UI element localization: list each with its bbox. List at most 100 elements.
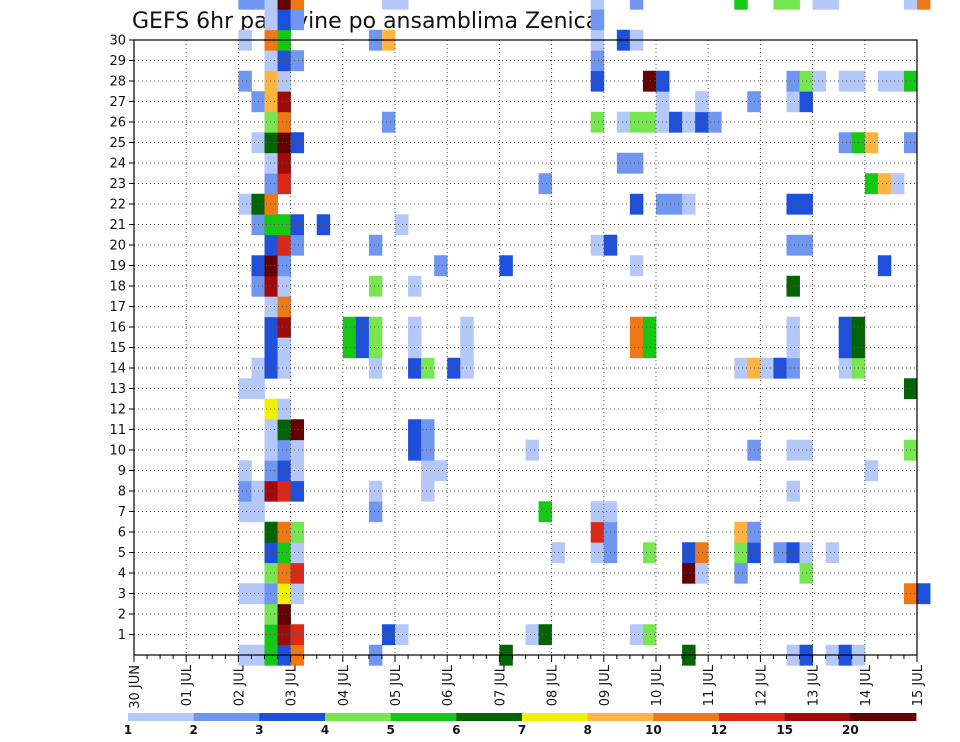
precip-cell-m20-s11 [277,234,291,256]
precip-cell-m14-s49 [773,357,787,379]
precip-cell-m27-s10 [264,91,278,113]
precip-cell-m5-s43 [695,542,709,564]
precip-cell-m9-s23 [434,460,448,482]
precip-cell-m15-s38 [629,337,644,359]
precip-cell-m28-s50 [786,70,800,92]
precip-cell-m2-s11 [277,603,291,625]
precip-cell-m4-s46 [734,562,748,584]
precip-cell-m9-s8 [238,460,252,482]
precip-cell-m15-s10 [264,337,278,359]
precip-cell-m26-s37 [616,111,631,133]
precip-cell-m1-s39 [642,624,657,646]
y-tick-label: 9 [118,464,126,479]
precip-cell-m18-s11 [277,275,291,297]
precip-cell-m14-s46 [734,357,748,379]
precip-cell-m26-s38 [629,111,644,133]
y-tick-label: 4 [118,567,126,582]
x-tick-label: 07 JUL [493,664,508,706]
y-axis: 1234567891011121314151617181920212223242… [109,34,134,643]
x-tick-label: 02 JUL [232,664,247,706]
precip-cell-m21-s12 [290,214,305,236]
y-tick-label: 3 [118,587,126,602]
precip-cell-m3-s12 [290,583,305,605]
precip-cell-m32-s53 [825,0,840,10]
colorbar-swatch-8 [587,713,654,721]
colorbar-swatch-2 [193,713,260,721]
precip-cell-m31-s10 [264,9,278,31]
precip-cell-m6-s35 [590,521,605,543]
precip-cell-m25-s56 [864,132,879,154]
y-tick-label: 24 [109,157,126,172]
precip-cell-m32-s38 [629,0,644,10]
y-tick-label: 18 [109,280,126,295]
precip-cell-m28-s58 [890,70,905,92]
precip-cell-m20-s35 [590,234,605,256]
precip-cell-m20-s12 [290,234,305,256]
precip-cell-m4-s11 [277,562,291,584]
x-tick-label: 12 JUL [754,664,769,706]
precip-cell-m32-s11 [277,0,291,10]
precip-cell-m7-s8 [238,501,252,523]
precip-cell-m27-s43 [695,91,709,113]
precip-cell-m32-s49 [773,0,787,10]
precip-cell-m25-s10 [264,132,278,154]
y-tick-label: 12 [109,403,126,418]
x-tick-label: 06 JUL [441,664,456,706]
x-tick-label: 01 JUL [180,664,195,706]
precip-cell-m4-s42 [682,562,696,584]
precip-cell-m14-s48 [760,357,774,379]
precip-cell-m26-s41 [669,111,683,133]
precip-cell-m1-s30 [525,624,539,646]
precip-cell-m22-s8 [238,193,252,215]
chart-title: GEFS 6hr padavine po ansamblima Zenica [132,9,599,34]
precip-cell-m13-s8 [238,378,252,400]
precip-cell-m23-s11 [277,173,291,195]
heatmap-cells [238,0,931,666]
precip-cell-m28-s10 [264,70,278,92]
precip-cell-m11-s12 [290,419,305,441]
precip-cell-m29-s12 [290,50,305,72]
precip-cell-m23-s10 [264,173,278,195]
x-tick-label: 03 JUL [285,664,300,706]
precip-cell-m5-s53 [825,542,840,564]
precip-cell-m20-s18 [368,234,383,256]
colorbar-swatch-1 [128,713,195,721]
precip-cell-m16-s54 [838,316,853,338]
precip-cell-m23-s31 [538,173,552,195]
precip-cell-m25-s11 [277,132,291,154]
precip-cell-m8-s18 [368,480,383,502]
y-tick-label: 11 [109,423,126,438]
precip-cell-m1-s20 [395,624,409,646]
y-tick-label: 20 [109,239,126,254]
x-tick-label: 05 JUL [389,664,404,706]
precip-cell-m5-s39 [642,542,657,564]
precip-cell-m1-s31 [538,624,552,646]
precip-cell-m6-s10 [264,521,278,543]
precip-cell-m3-s11 [277,583,291,605]
precip-cell-m7-s31 [538,501,552,523]
precip-cell-m22-s50 [786,193,800,215]
precip-cell-m16-s50 [786,316,800,338]
precip-cell-m19-s38 [629,255,644,277]
precip-cell-m32-s9 [251,0,265,10]
precip-cell-m14-s24 [447,357,461,379]
colorbar-swatch-7 [522,713,589,721]
precip-cell-m9-s22 [421,460,435,482]
precip-cell-m5-s10 [264,542,278,564]
precip-cell-m16-s38 [629,316,644,338]
y-tick-label: 15 [109,341,126,356]
precip-cell-m5-s12 [290,542,305,564]
precip-cell-m29-s11 [277,50,291,72]
x-tick-label: 09 JUL [598,664,613,706]
precip-cell-m9-s12 [290,460,305,482]
precip-cell-m25-s54 [838,132,853,154]
colorbar-label: 1 [124,723,132,737]
y-tick-label: 19 [109,259,126,274]
precip-cell-m26-s35 [590,111,605,133]
precip-cell-m18-s18 [368,275,383,297]
precip-cell-m14-s50 [786,357,800,379]
precip-cell-m15-s54 [838,337,853,359]
colorbar-label: 4 [321,723,329,737]
precip-cell-m10-s22 [421,439,435,461]
colorbar-label: 10 [645,723,662,737]
